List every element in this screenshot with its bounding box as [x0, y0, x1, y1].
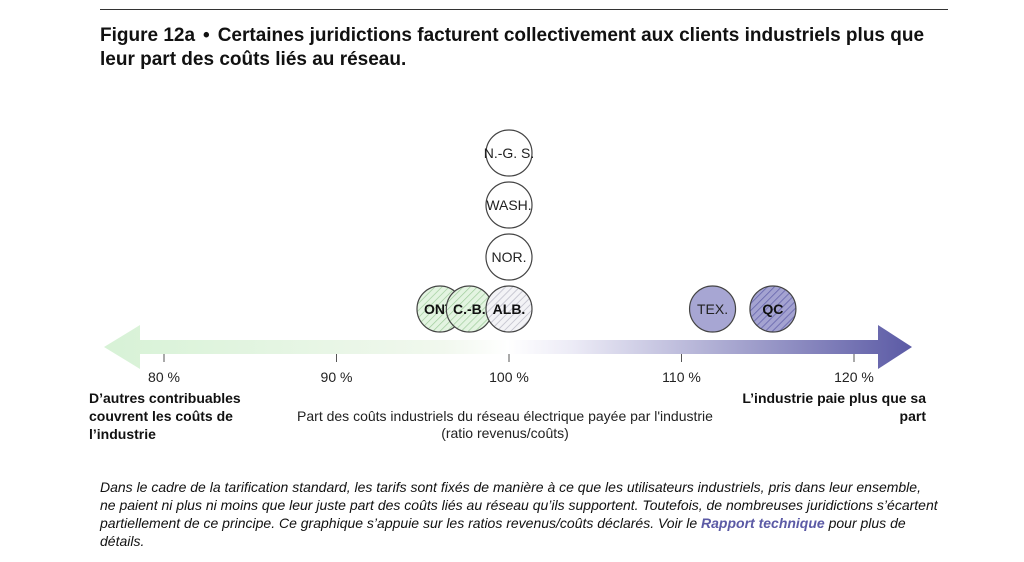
data-point-marker [485, 285, 533, 333]
left-annotation: D’autres contribuables couvrent les coût… [89, 390, 241, 442]
tick-label: 100 % [489, 369, 529, 385]
tick-label: 80 % [148, 369, 180, 385]
footnote-text-end: pour plus de détails. [100, 515, 906, 549]
axis-ticks: 80 % 90 % 100 % 110 % 120 % [148, 354, 874, 385]
axis [104, 325, 912, 369]
data-point-label: ALB. [493, 301, 526, 317]
title-text: Certaines juridictions facturent collect… [100, 25, 925, 70]
data-point-label: WASH. [486, 197, 531, 213]
figure-title: Figure 12a • Certaines juridictions factur… [100, 24, 960, 72]
axis-arrow [104, 325, 912, 369]
footnote: Dans le cadre de la tarification standar… [100, 478, 940, 550]
data-point-label: TEX. [697, 301, 728, 317]
data-point: QC [749, 285, 797, 333]
figure-label: Figure 12a [100, 25, 196, 46]
data-point: ALB. [485, 285, 533, 333]
data-point-label: N.-G. S. [484, 145, 535, 161]
data-point-marker [688, 285, 737, 333]
tick-label: 120 % [834, 369, 874, 385]
data-point: TEX. [688, 285, 737, 333]
tick-label: 90 % [321, 369, 353, 385]
title-separator: • [203, 25, 210, 46]
data-points: ONT.C.-B. ALB.NOR.WASH.N.-G. S.TEX. QC [416, 129, 797, 333]
data-point: NOR. [485, 233, 533, 281]
data-point-label: C.-B. [453, 301, 486, 317]
data-point-label: QC [762, 301, 783, 317]
technical-report-link[interactable]: Rapport technique [701, 515, 825, 531]
x-axis-label: Part des coûts industriels du réseau éle… [297, 408, 713, 441]
tick-label: 110 % [662, 369, 701, 385]
data-point-marker [749, 285, 797, 333]
data-point-marker [485, 181, 533, 229]
data-point: N.-G. S. [484, 129, 535, 177]
data-point-marker [485, 129, 533, 177]
right-annotation: L’industrie paie plus que sa part [742, 390, 926, 424]
data-point-label: NOR. [492, 249, 527, 265]
footnote-text: Dans le cadre de la tarification standar… [100, 479, 938, 531]
data-point: WASH. [485, 181, 533, 229]
top-rule [100, 9, 948, 10]
data-point-marker [485, 233, 533, 281]
